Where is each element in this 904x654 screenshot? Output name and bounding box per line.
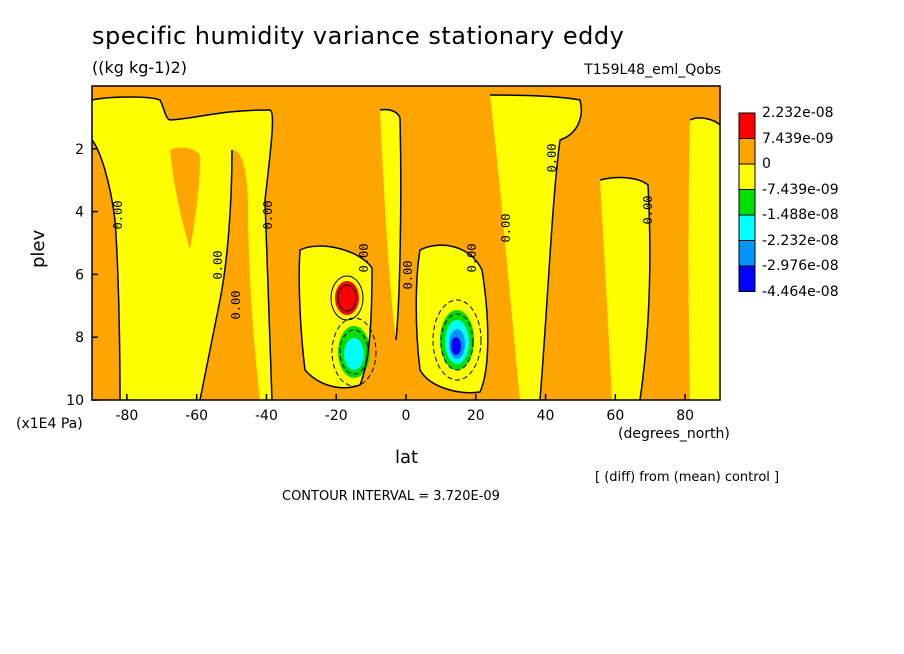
- run-id: T159L48_eml_Qobs: [584, 62, 721, 78]
- y-tick-label: 4: [75, 205, 84, 221]
- colorbar-label: -1.488e-08: [762, 207, 839, 223]
- x-tick-label: 80: [676, 408, 694, 424]
- contour-label: 0.00: [211, 251, 225, 280]
- colorbar-swatch: [738, 138, 756, 165]
- x-tick-label: 0: [402, 408, 411, 424]
- contour-interval: CONTOUR INTERVAL = 3.720E-09: [282, 489, 500, 504]
- y-tick-label: 2: [75, 142, 84, 158]
- colorbar-label: -4.464e-08: [762, 283, 839, 300]
- y-axis-unit: (x1E4 Pa): [16, 416, 83, 432]
- colorbar-label: 7.439e-09: [762, 130, 834, 147]
- chart-units: ((kg kg-1)2): [92, 58, 188, 77]
- x-tick-label: -80: [115, 408, 138, 424]
- zero-contour-lines: [92, 94, 720, 400]
- negative-contour-lines: [331, 299, 482, 387]
- cyan-anomaly-south: [344, 338, 364, 370]
- colorbar-label: -2.976e-08: [762, 258, 839, 274]
- colorbar-swatch: [738, 163, 756, 190]
- y-tick-label: 6: [75, 267, 84, 283]
- orange-island-south: [170, 147, 200, 250]
- yellow-region-north: [490, 95, 582, 400]
- yellow-region-pole: [688, 117, 720, 400]
- x-tick-label: -60: [185, 408, 208, 424]
- y-tick-label: 10: [66, 393, 84, 409]
- colorbar-label: 0: [762, 156, 771, 172]
- x-tick-label: 60: [606, 408, 624, 424]
- x-tick-label: -40: [255, 408, 278, 424]
- contour-label: 0.00: [357, 244, 371, 273]
- y-axis: 2 4 6 8 10: [66, 142, 98, 409]
- chart-title: specific humidity variance stationary ed…: [92, 22, 625, 50]
- x-axis-label: lat: [395, 447, 419, 468]
- x-tick-label: 40: [537, 408, 555, 424]
- diff-note: [ (diff) from (mean) control ]: [595, 470, 780, 485]
- heatmap-field: 0.00 0.00 0.00 0.00 0.00 0.00 0.00 0.00 0.00 0.00: [92, 86, 720, 400]
- x-tick-label: -20: [325, 408, 348, 424]
- contour-label: 0.00: [641, 196, 655, 225]
- colorbar-swatch: [738, 189, 756, 216]
- colorbar-swatch: [738, 112, 756, 139]
- positive-contour-lines: [330, 275, 364, 321]
- colorbar-label: -2.232e-08: [762, 232, 839, 249]
- contour-label: 0.00: [499, 214, 513, 243]
- contour-label: 0.00: [465, 244, 479, 273]
- colorbar-swatch: [738, 214, 756, 241]
- colorbar-swatch: [738, 265, 756, 292]
- contour-label: 0.00: [229, 291, 243, 320]
- red-anomaly: [335, 281, 359, 315]
- x-axis-unit: (degrees_north): [618, 426, 730, 442]
- yellow-region-north-high: [600, 177, 650, 400]
- x-tick-label: 20: [467, 408, 485, 424]
- yellow-band-equator: [380, 109, 401, 341]
- deepblue-anomaly-north: [451, 337, 461, 355]
- y-tick-label: 8: [75, 330, 84, 346]
- contour-label: 0.00: [401, 261, 415, 290]
- colorbar-label: -7.439e-09: [762, 181, 839, 198]
- contour-labels: 0.00 0.00 0.00 0.00 0.00 0.00 0.00 0.00 0.00 0.00: [111, 144, 655, 320]
- contour-label: 0.00: [111, 201, 125, 230]
- colorbar-swatch: [738, 240, 756, 267]
- yellow-region-south: [92, 97, 273, 400]
- contour-label: 0.00: [545, 144, 559, 173]
- colorbar-label: 2.232e-08: [762, 105, 834, 121]
- colorbar-legend: [738, 112, 756, 292]
- contour-label: 0.00: [261, 201, 275, 230]
- y-axis-label: plev: [28, 229, 49, 268]
- x-axis: -80 -60 -40 -20 0 20 40 60 80: [115, 394, 694, 424]
